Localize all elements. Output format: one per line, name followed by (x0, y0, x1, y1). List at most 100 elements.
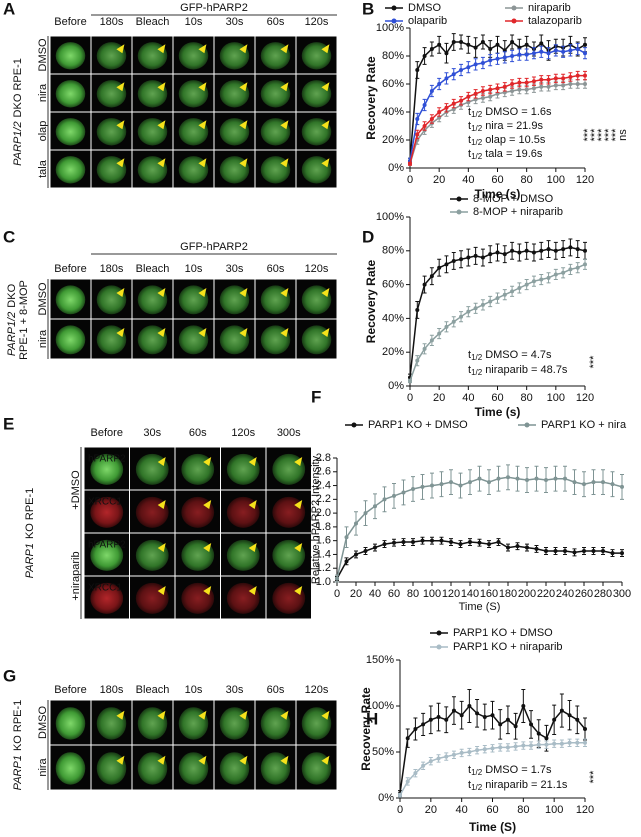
data-point (444, 324, 449, 329)
legend-label: niraparib (528, 2, 571, 14)
significance-mark: *** (588, 770, 600, 784)
data-point (459, 750, 464, 755)
data-point (401, 490, 406, 495)
data-point (610, 482, 615, 487)
nucleus (137, 707, 168, 740)
legend-marker (391, 5, 397, 11)
data-point (473, 306, 478, 311)
column-label: 10s (185, 684, 203, 696)
data-point (620, 484, 624, 489)
data-point (363, 549, 368, 553)
arrowhead (239, 120, 248, 130)
data-point (536, 742, 541, 747)
arrowhead (321, 82, 330, 92)
arrowhead (280, 82, 289, 92)
x-tick-label: 60 (486, 804, 498, 816)
row-label: nira (37, 329, 49, 348)
arrowhead (280, 288, 289, 297)
arrowhead (157, 586, 166, 596)
half-time-value: DMSO = 1.6s (485, 106, 552, 118)
data-point (475, 748, 480, 753)
arrowhead (157, 457, 166, 467)
data-point (495, 42, 500, 47)
data-point (568, 245, 573, 250)
data-point (568, 267, 573, 272)
data-point (451, 319, 456, 324)
data-point (422, 103, 427, 107)
y-tick-label: 150% (366, 654, 394, 666)
half-time-symbol: t (468, 148, 471, 160)
data-point (539, 277, 544, 282)
significance-mark: *** (610, 128, 622, 142)
data-point (429, 274, 434, 279)
column-label: 30s (226, 16, 244, 28)
data-point (480, 40, 485, 44)
data-point (495, 56, 500, 61)
arrowhead (248, 586, 257, 596)
legend-label: 8-MOP + DMSO (473, 193, 554, 205)
data-point (553, 476, 558, 481)
data-point (513, 724, 518, 729)
data-point (459, 40, 464, 44)
arrowhead (157, 755, 166, 765)
y-tick-label: 1.4 (316, 548, 331, 560)
data-point (552, 717, 557, 722)
arrowhead (157, 500, 166, 510)
column-label: Bleach (136, 16, 170, 28)
column-label: 180s (100, 263, 124, 275)
data-point (437, 110, 442, 114)
column-label: 300s (277, 427, 301, 439)
legend-marker (436, 644, 442, 650)
column-label: 120s (305, 263, 329, 275)
y-tick-label: 100% (376, 211, 404, 223)
y-axis-title: Recovery Rate (364, 259, 378, 343)
data-point (473, 45, 478, 50)
y-tick-label: 2.4 (316, 479, 331, 491)
arrowhead (294, 457, 303, 467)
column-label: 30s (226, 263, 244, 275)
data-point (405, 779, 410, 784)
arrowhead (280, 44, 289, 54)
side-label-cell: KO RPE-1 (24, 488, 36, 539)
column-label: Bleach (136, 684, 170, 696)
x-tick-label: 80 (521, 392, 533, 404)
legend-marker (511, 18, 517, 24)
y-tick-label: 2.2 (316, 493, 331, 505)
significance-mark: ns (617, 129, 629, 141)
data-point (572, 550, 577, 555)
data-point (529, 722, 534, 727)
nucleus (219, 707, 250, 740)
arrowhead (116, 710, 125, 720)
data-point (437, 42, 442, 47)
nucleus (137, 752, 168, 785)
data-point (610, 551, 615, 556)
data-point (539, 49, 544, 54)
x-tick-label: 240 (556, 588, 574, 600)
half-time-subscript: 1/2 (471, 353, 483, 362)
nucleus (55, 285, 86, 315)
data-point (524, 282, 529, 287)
legend-marker (456, 209, 462, 215)
column-label: Before (54, 16, 86, 28)
data-point (539, 248, 544, 253)
arrowhead (239, 44, 248, 54)
arrowhead (203, 457, 212, 467)
legend-marker (456, 196, 462, 202)
half-time-symbol: t (468, 349, 471, 361)
panel-letter: F (311, 387, 321, 406)
data-point (451, 101, 456, 106)
x-tick-label: 0 (407, 174, 413, 186)
nucleus (96, 707, 127, 740)
column-label: 120s (305, 16, 329, 28)
data-point (488, 58, 493, 63)
panel-letter: G (3, 666, 16, 685)
row-label: nira (37, 757, 49, 776)
data-point (531, 279, 536, 284)
data-point (458, 483, 463, 488)
side-label: PARP1/2 DKO (6, 283, 18, 356)
y-tick-label: 100% (376, 22, 404, 34)
data-point (531, 86, 536, 91)
data-point (422, 54, 427, 58)
data-point (575, 47, 580, 51)
significance-mark: *** (582, 128, 594, 142)
